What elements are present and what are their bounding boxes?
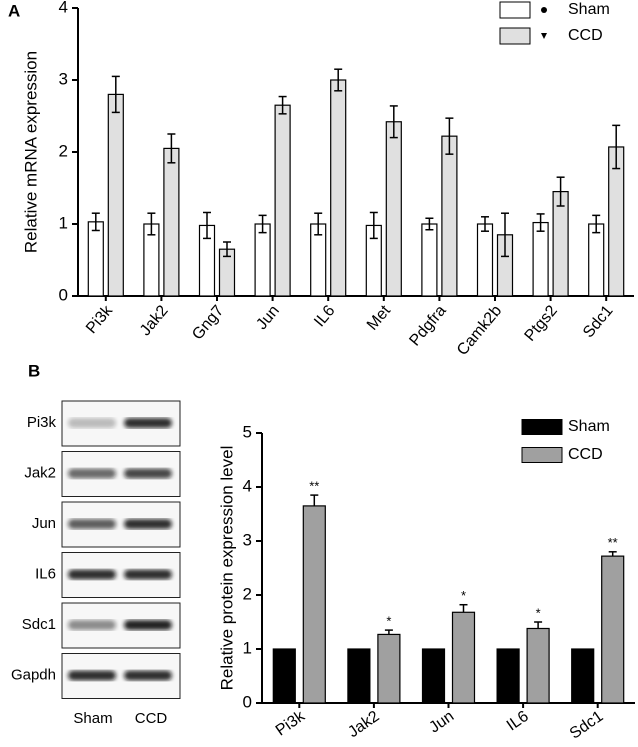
x-tick-label: Camk2b <box>454 302 505 359</box>
blot-label: Gapdh <box>11 666 56 683</box>
y-tick-label: 4 <box>59 0 68 16</box>
bar <box>421 648 446 704</box>
bar <box>254 223 271 297</box>
y-tick-label: 5 <box>243 422 252 441</box>
bar <box>601 555 625 704</box>
y-tick-label: 3 <box>59 69 68 88</box>
legend-label: CCD <box>568 446 603 463</box>
y-tick-label: 3 <box>243 530 252 549</box>
blot-band <box>124 670 172 681</box>
y-tick-label: 1 <box>59 213 68 232</box>
blot-band <box>68 670 116 681</box>
blot-band <box>68 418 116 428</box>
legend-swatch <box>521 447 563 463</box>
y-axis-label: Relative protein expression level <box>217 446 236 691</box>
y-tick-label: 2 <box>243 584 252 603</box>
legend-label: Sham <box>568 418 610 435</box>
legend-label: CCD <box>568 27 603 44</box>
blot-band <box>124 620 172 630</box>
significance: ** <box>608 535 618 550</box>
panel-label: A <box>8 1 20 20</box>
bar <box>451 611 476 704</box>
blot-label: Jak2 <box>24 464 56 481</box>
bar <box>571 648 595 704</box>
blot-band <box>124 569 172 580</box>
lane-label: Sham <box>73 710 112 727</box>
bar <box>496 648 520 704</box>
significance: * <box>461 588 466 603</box>
legend-swatch <box>499 27 531 45</box>
y-tick-label: 1 <box>243 638 252 657</box>
bar <box>441 135 458 297</box>
y-tick-label: 0 <box>243 692 252 711</box>
bar <box>476 223 494 297</box>
x-tick-label: IL6 <box>504 708 532 735</box>
significance: * <box>536 605 541 620</box>
y-tick-label: 0 <box>59 285 68 304</box>
bar <box>272 648 296 704</box>
bar <box>532 221 549 297</box>
panel-label: B <box>28 361 40 380</box>
legend-swatch <box>521 419 563 435</box>
significance: ** <box>309 479 319 494</box>
blot-band <box>68 569 116 580</box>
blot-band <box>68 519 116 529</box>
bar <box>608 146 625 297</box>
bar <box>421 223 438 297</box>
bar <box>302 505 326 704</box>
bar <box>526 627 550 704</box>
bar <box>107 93 124 297</box>
x-tick-label: Met <box>364 302 395 334</box>
bar <box>330 79 347 297</box>
bar <box>385 121 402 297</box>
blot-label: Sdc1 <box>22 616 56 633</box>
x-tick-label: Jak2 <box>137 302 172 339</box>
x-tick-label: Pi3k <box>273 707 309 739</box>
x-tick-label: Pi3k <box>83 302 117 338</box>
blot-label: Pi3k <box>27 414 57 431</box>
legend-label: Sham <box>568 1 610 18</box>
blot-label: IL6 <box>35 565 56 582</box>
bar <box>347 648 371 704</box>
bar <box>163 147 180 297</box>
blot-band <box>124 468 172 479</box>
significance: * <box>386 614 391 629</box>
legend-swatch <box>499 1 531 19</box>
x-tick-label: Jak2 <box>345 708 383 741</box>
bar <box>87 221 104 297</box>
x-tick-label: Sdc1 <box>567 708 607 742</box>
lane-label: CCD <box>135 710 168 727</box>
blot-band <box>68 468 116 479</box>
blot-band <box>68 620 116 630</box>
x-tick-label: Sdc1 <box>580 302 617 341</box>
x-tick-label: Jun <box>253 302 283 333</box>
bar <box>588 223 605 297</box>
bar <box>274 104 291 297</box>
x-tick-label: Ptgs2 <box>522 302 561 344</box>
legend-marker <box>541 7 547 13</box>
x-tick-label: IL6 <box>311 302 338 330</box>
blot-band <box>124 519 172 529</box>
x-tick-label: Jun <box>426 708 457 737</box>
x-tick-label: Gng7 <box>189 302 227 343</box>
y-tick-label: 4 <box>243 476 252 495</box>
x-tick-label: Pdgfra <box>406 302 449 349</box>
legend-marker <box>541 33 547 39</box>
y-tick-label: 2 <box>59 141 68 160</box>
y-axis-label: Relative mRNA expression <box>21 51 40 253</box>
bar <box>377 633 401 704</box>
blot-label: Jun <box>32 515 56 532</box>
blot-band <box>124 418 172 428</box>
bar <box>552 191 569 297</box>
